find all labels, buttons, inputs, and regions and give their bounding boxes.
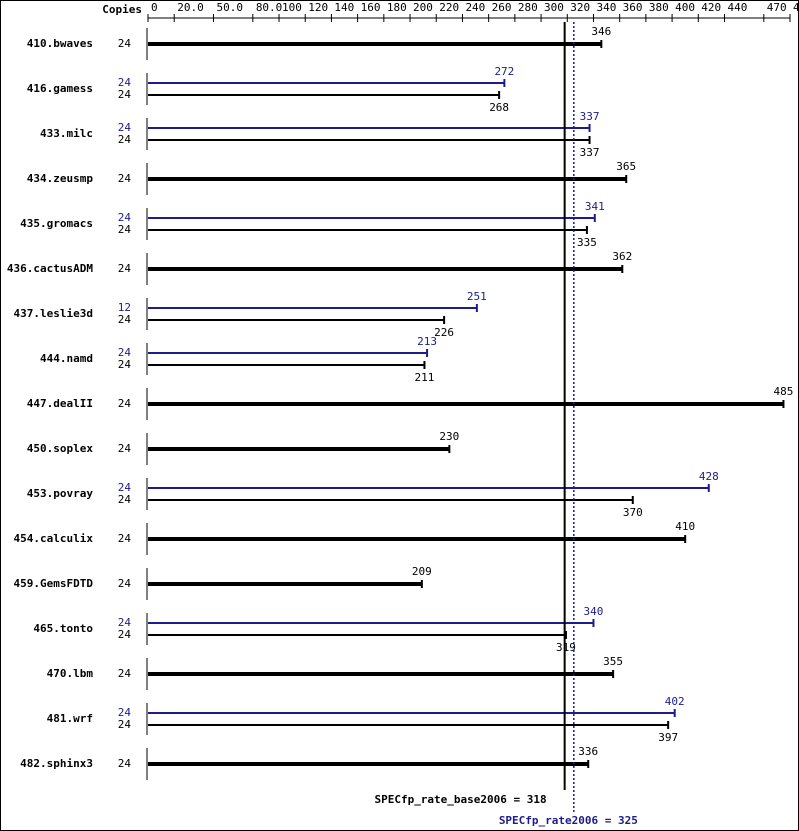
- x-tick-label: 160: [361, 1, 381, 14]
- benchmark-name: 453.povray: [27, 487, 94, 500]
- base-value-label: 362: [612, 250, 632, 263]
- x-tick-label: 100: [282, 1, 302, 14]
- x-tick-label: 320: [570, 1, 590, 14]
- copies: 24: [118, 577, 132, 590]
- benchmark-name: 436.cactusADM: [7, 262, 93, 275]
- benchmark-name: 444.namd: [40, 352, 93, 365]
- peak-value-label: 272: [494, 65, 514, 78]
- copies: 24: [118, 397, 132, 410]
- x-tick-label: 80.0: [256, 1, 283, 14]
- benchmark-name: 416.gamess: [27, 82, 93, 95]
- copies: 24: [118, 133, 132, 146]
- copies-header: Copies: [102, 3, 142, 16]
- copies: 12: [118, 301, 131, 314]
- copies: 24: [118, 88, 132, 101]
- copies: 24: [118, 172, 132, 185]
- copies: 24: [118, 223, 132, 236]
- copies: 24: [118, 358, 132, 371]
- benchmark-name: 450.soplex: [27, 442, 94, 455]
- summary-base-label: SPECfp_rate_base2006 = 318: [374, 793, 546, 806]
- base-value-label: 268: [489, 101, 509, 114]
- copies: 24: [118, 718, 132, 731]
- peak-value-label: 337: [580, 110, 600, 123]
- copies: 24: [118, 262, 132, 275]
- x-tick-label: 200: [413, 1, 433, 14]
- base-value-label: 335: [577, 236, 597, 249]
- base-value-label: 211: [415, 371, 435, 384]
- base-value-label: 346: [591, 25, 611, 38]
- peak-value-label: 402: [665, 695, 685, 708]
- x-tick-label: 440: [727, 1, 747, 14]
- copies: 24: [118, 481, 132, 494]
- x-tick-label: 380: [649, 1, 669, 14]
- base-value-label: 336: [578, 745, 598, 758]
- x-tick-label: 360: [623, 1, 643, 14]
- x-tick-label: 400: [675, 1, 695, 14]
- x-tick-label: 420: [701, 1, 721, 14]
- copies: 24: [118, 37, 132, 50]
- x-tick-label: 280: [518, 1, 538, 14]
- x-tick-label: 0: [151, 1, 158, 14]
- x-tick-label: 240: [465, 1, 485, 14]
- base-value-label: 485: [774, 385, 794, 398]
- x-tick-label: 490: [793, 1, 799, 14]
- benchmark-name: 433.milc: [40, 127, 93, 140]
- peak-value-label: 340: [584, 605, 604, 618]
- base-value-label: 365: [616, 160, 636, 173]
- base-value-label: 209: [412, 565, 432, 578]
- benchmark-name: 459.GemsFDTD: [14, 577, 94, 590]
- peak-value-label: 341: [585, 200, 605, 213]
- peak-value-label: 251: [467, 290, 487, 303]
- peak-value-label: 213: [417, 335, 437, 348]
- peak-value-label: 428: [699, 470, 719, 483]
- base-value-label: 319: [556, 641, 576, 654]
- benchmark-name: 437.leslie3d: [14, 307, 93, 320]
- x-tick-label: 300: [544, 1, 564, 14]
- x-tick-label: 140: [334, 1, 354, 14]
- benchmark-name: 435.gromacs: [20, 217, 93, 230]
- copies: 24: [118, 757, 132, 770]
- copies: 24: [118, 532, 132, 545]
- x-tick-label: 340: [596, 1, 616, 14]
- benchmark-name: 465.tonto: [33, 622, 93, 635]
- base-value-label: 370: [623, 506, 643, 519]
- copies: 24: [118, 211, 132, 224]
- benchmark-name: 470.lbm: [47, 667, 94, 680]
- copies: 24: [118, 442, 132, 455]
- copies: 24: [118, 706, 132, 719]
- base-value-label: 226: [434, 326, 454, 339]
- benchmark-name: 481.wrf: [47, 712, 93, 725]
- copies: 24: [118, 121, 132, 134]
- base-value-label: 397: [658, 731, 678, 744]
- x-tick-label: 470: [767, 1, 787, 14]
- benchmark-name: 447.dealII: [27, 397, 93, 410]
- base-value-label: 230: [439, 430, 459, 443]
- copies: 24: [118, 313, 132, 326]
- copies: 24: [118, 667, 132, 680]
- x-tick-label: 50.0: [217, 1, 244, 14]
- copies: 24: [118, 616, 132, 629]
- copies: 24: [118, 628, 132, 641]
- summary-peak-label: SPECfp_rate2006 = 325: [499, 814, 638, 827]
- benchmark-name: 454.calculix: [14, 532, 94, 545]
- benchmark-name: 410.bwaves: [27, 37, 93, 50]
- x-tick-label: 220: [439, 1, 459, 14]
- base-value-label: 355: [603, 655, 623, 668]
- base-value-label: 410: [675, 520, 695, 533]
- x-tick-label: 180: [387, 1, 407, 14]
- base-value-label: 337: [580, 146, 600, 159]
- copies: 24: [118, 493, 132, 506]
- benchmark-name: 434.zeusmp: [27, 172, 94, 185]
- x-tick-label: 20.0: [177, 1, 204, 14]
- copies: 24: [118, 346, 132, 359]
- copies: 24: [118, 76, 132, 89]
- benchmark-name: 482.sphinx3: [20, 757, 93, 770]
- x-tick-label: 120: [308, 1, 328, 14]
- x-tick-label: 260: [492, 1, 512, 14]
